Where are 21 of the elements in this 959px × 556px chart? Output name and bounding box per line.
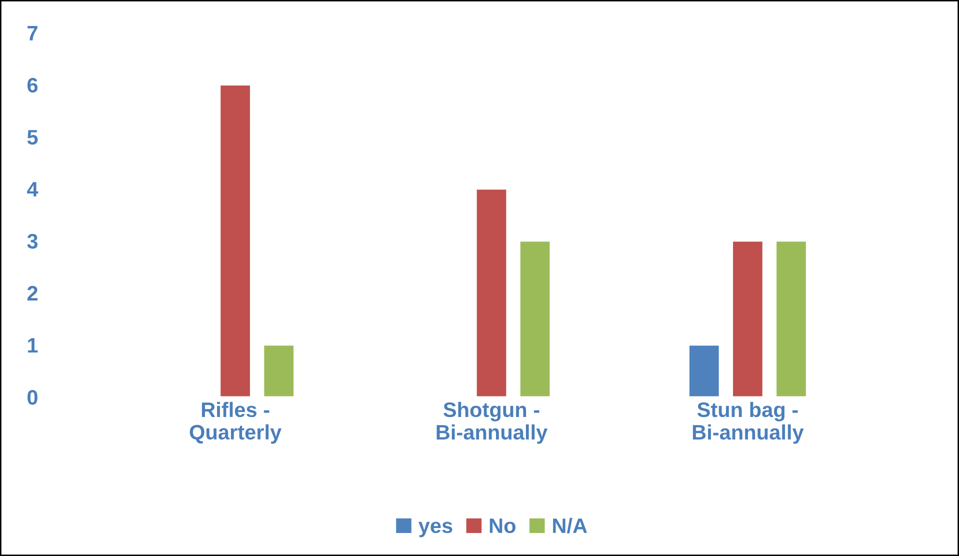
bar [688,344,720,397]
y-tick-label: 2 [27,286,38,300]
legend-label: No [490,518,516,534]
y-tick-label: 3 [27,234,38,249]
bar [775,240,808,397]
bar [219,84,252,397]
y-tick-label: 5 [27,130,38,145]
y-tick-label: 7 [28,26,38,40]
legend-label: yes [418,522,452,538]
y-tick-label: 1 [28,338,38,353]
y-tick-label: 4 [27,182,38,196]
y-tick-label: 0 [28,390,38,405]
x-tick-label: Stun bag - Bi-annually [692,402,804,444]
x-tick-label: Rifles - Quarterly [190,402,282,444]
legend-label: N/A [553,518,588,534]
x-tick-label: Shotgun - Bi-annually [436,402,548,444]
y-tick-label: 6 [27,78,38,93]
bar [732,240,764,397]
bar [518,240,552,397]
bar [262,344,295,397]
bar [475,188,508,397]
